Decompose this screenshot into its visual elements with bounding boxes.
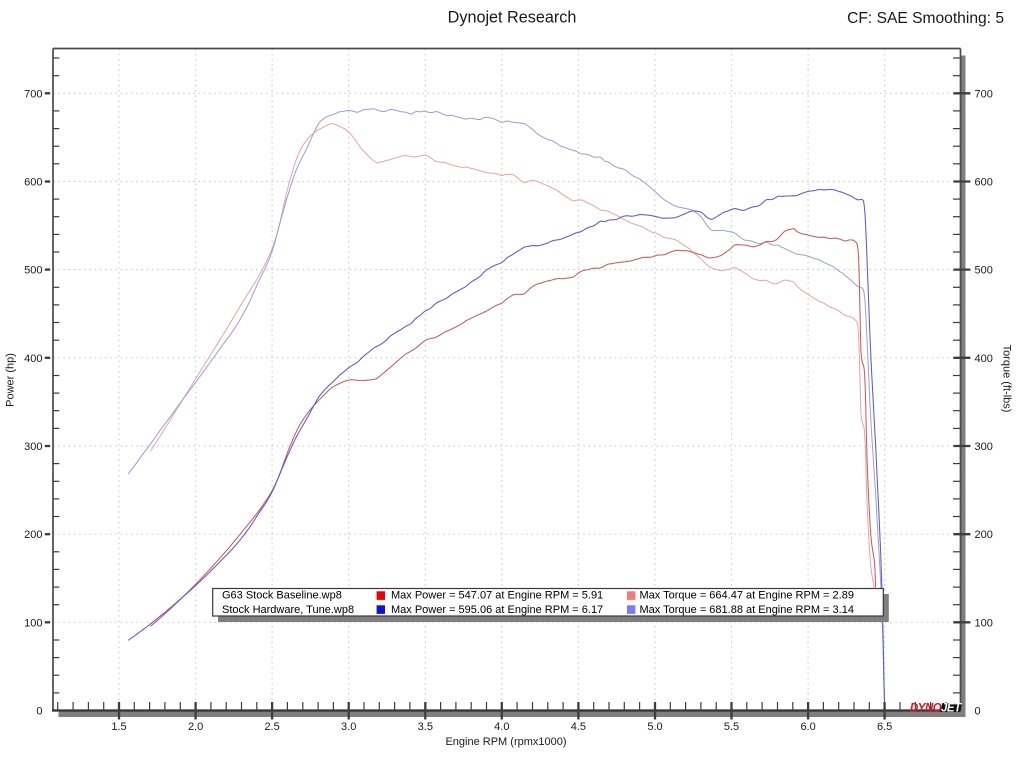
svg-text:Stock Hardware, Tune.wp8: Stock Hardware, Tune.wp8 — [222, 604, 354, 616]
svg-text:6.5: 6.5 — [877, 721, 892, 733]
svg-text:700: 700 — [975, 88, 993, 100]
svg-text:600: 600 — [975, 177, 993, 189]
svg-text:0: 0 — [36, 706, 42, 718]
svg-text:Max Torque = 664.47 at Engine: Max Torque = 664.47 at Engine RPM = 2.89 — [640, 590, 854, 602]
svg-text:4.5: 4.5 — [571, 721, 586, 733]
svg-text:6.0: 6.0 — [800, 721, 815, 733]
svg-text:300: 300 — [24, 441, 42, 453]
svg-text:JET: JET — [941, 703, 962, 715]
svg-text:2.0: 2.0 — [188, 721, 203, 733]
svg-text:300: 300 — [975, 441, 993, 453]
svg-text:DYNO: DYNO — [910, 703, 942, 715]
svg-text:100: 100 — [975, 617, 993, 629]
svg-text:Engine RPM (rpmx1000): Engine RPM (rpmx1000) — [445, 736, 566, 748]
svg-text:Power (hp): Power (hp) — [5, 353, 17, 407]
svg-text:G63 Stock Baseline.wp8: G63 Stock Baseline.wp8 — [222, 590, 342, 602]
svg-text:3.0: 3.0 — [341, 721, 356, 733]
svg-text:5.5: 5.5 — [724, 721, 739, 733]
svg-text:200: 200 — [24, 529, 42, 541]
svg-text:1.5: 1.5 — [111, 721, 126, 733]
svg-text:3.5: 3.5 — [418, 721, 433, 733]
svg-text:Dynojet Research: Dynojet Research — [448, 9, 577, 27]
svg-text:700: 700 — [24, 88, 42, 100]
svg-text:4.0: 4.0 — [494, 721, 509, 733]
svg-text:400: 400 — [975, 353, 993, 365]
svg-text:400: 400 — [24, 353, 42, 365]
svg-text:100: 100 — [24, 617, 42, 629]
svg-text:500: 500 — [24, 265, 42, 277]
svg-text:0: 0 — [975, 706, 981, 718]
svg-text:2.5: 2.5 — [264, 721, 279, 733]
svg-text:Max Power = 547.07 at Engine R: Max Power = 547.07 at Engine RPM = 5.91 — [391, 590, 603, 602]
svg-text:Torque (ft-lbs): Torque (ft-lbs) — [1001, 345, 1013, 413]
svg-text:5.0: 5.0 — [647, 721, 662, 733]
svg-text:200: 200 — [975, 529, 993, 541]
svg-text:Max Torque = 681.88 at Engine: Max Torque = 681.88 at Engine RPM = 3.14 — [640, 604, 854, 616]
svg-text:600: 600 — [24, 177, 42, 189]
svg-text:CF: SAE Smoothing: 5: CF: SAE Smoothing: 5 — [847, 10, 1004, 27]
svg-text:Max Power = 595.06 at Engine R: Max Power = 595.06 at Engine RPM = 6.17 — [391, 604, 603, 616]
svg-text:500: 500 — [975, 265, 993, 277]
